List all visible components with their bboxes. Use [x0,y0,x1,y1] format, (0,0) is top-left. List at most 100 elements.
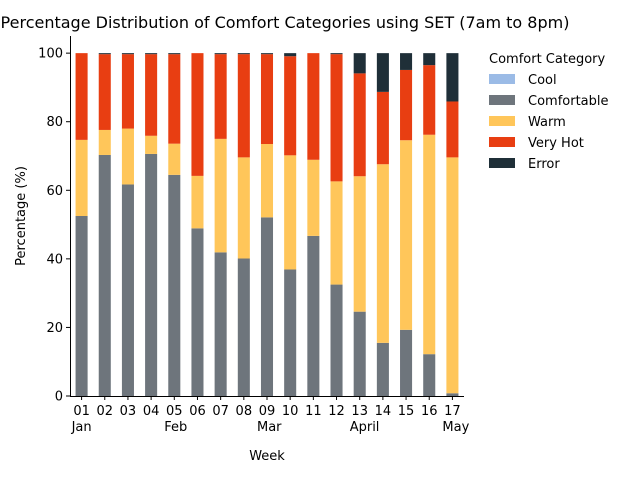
bar-segment-warm-week-12 [330,181,343,285]
bar-segment-warm-week-13 [353,176,366,312]
legend-swatch-comfortable [489,95,515,105]
bar-segment-very-hot-week-12 [330,54,343,182]
bar-segment-very-hot-week-08 [237,54,250,158]
legend-label-comfortable: Comfortable [528,94,609,109]
bar-segment-comfortable-week-17 [446,393,459,396]
bar-segment-error-week-12 [330,53,343,55]
bar-segment-warm-week-09 [260,144,274,218]
bar-segment-error-week-03 [121,53,134,55]
legend-swatch-very-hot [489,137,515,147]
bar-segment-error-week-17 [446,53,459,102]
bar-segment-error-week-10 [284,53,297,57]
legend-label-error: Error [528,157,560,172]
y-axis-ticks: 0 20 40 60 80 100 [38,47,70,405]
bar-segment-comfortable-week-02 [98,154,111,396]
bar-segment-very-hot-week-02 [98,54,111,130]
x-tick-label: 04 [143,404,160,419]
x-tick-label: 15 [398,404,415,419]
legend-label-warm: Warm [528,115,566,130]
bar-segment-comfortable-week-05 [168,174,181,396]
bar-segment-warm-week-07 [214,138,227,253]
bar-segment-warm-week-01 [75,139,88,216]
x-month-label: May [442,420,469,435]
legend-swatch-warm [489,116,515,126]
bar-segment-very-hot-week-16 [423,65,436,135]
bar-segment-error-week-16 [423,53,436,66]
x-tick-label: 06 [189,404,206,419]
bar-segment-error-week-13 [353,53,366,74]
bar-segment-warm-week-11 [307,159,320,236]
bar-segment-very-hot-week-05 [168,54,181,144]
bar-segment-very-hot-week-15 [400,69,413,141]
x-tick-label: 16 [421,404,438,419]
bar-segment-very-hot-week-13 [353,73,366,177]
bar-segment-very-hot-week-11 [307,53,320,160]
bar-segment-warm-week-06 [191,175,204,229]
bar-segment-warm-week-05 [168,143,181,175]
bar-segment-very-hot-week-07 [214,54,227,139]
bar-segment-error-week-09 [260,53,274,55]
bar-segment-comfortable-week-03 [121,184,134,396]
legend-swatch-cool [489,74,515,84]
x-tick-label: 11 [305,404,322,419]
bar-segment-warm-week-16 [423,134,436,355]
bar-segment-comfortable-week-01 [75,216,88,396]
bar-segment-very-hot-week-10 [284,56,297,156]
bar-segment-error-week-04 [145,53,158,55]
legend-label-cool: Cool [528,73,557,88]
bar-segment-very-hot-week-06 [191,53,204,176]
plot-area [75,53,459,396]
bar-segment-very-hot-week-03 [121,54,134,129]
bar-segment-warm-week-04 [145,135,158,154]
y-tick-label: 40 [46,252,63,267]
bar-segment-warm-week-15 [400,140,413,330]
bar-segment-comfortable-week-15 [400,329,413,396]
x-tick-label: 13 [351,404,368,419]
y-axis-label: Percentage (%) [14,166,29,266]
bar-segment-comfortable-week-08 [237,258,250,396]
bar-segment-very-hot-week-09 [260,54,274,144]
x-tick-label: 02 [96,404,113,419]
x-tick-label: 14 [375,404,392,419]
bar-segment-comfortable-week-10 [284,269,297,396]
bar-segment-warm-week-02 [98,129,111,155]
bar-segment-comfortable-week-07 [214,252,227,396]
bar-segment-very-hot-week-04 [145,54,158,136]
bar-segment-very-hot-week-17 [446,101,459,158]
y-tick-label: 100 [38,47,63,62]
bar-segment-comfortable-week-16 [423,354,436,396]
bar-segment-very-hot-week-01 [75,53,88,140]
bar-segment-error-week-05 [168,53,181,55]
x-month-label: April [350,420,380,435]
bar-segment-comfortable-week-14 [376,342,389,396]
legend-swatch-error [489,158,515,168]
x-tick-label: 17 [444,404,461,419]
bar-segment-comfortable-week-12 [330,284,343,396]
y-tick-label: 0 [55,390,63,405]
legend-title: Comfort Category [489,52,605,67]
y-tick-label: 60 [46,184,63,199]
bar-segment-comfortable-week-11 [307,235,320,396]
x-tick-label: 09 [259,404,276,419]
x-tick-label: 12 [328,404,345,419]
legend-label-very-hot: Very Hot [528,136,584,151]
bar-segment-warm-week-08 [237,157,250,259]
y-tick-label: 80 [46,115,63,130]
x-axis-ticks: 01 02 03 04 05 06 07 08 09 10 11 12 13 14 15 16 17 Jan Feb… [71,396,470,435]
bar-segment-very-hot-week-14 [376,91,389,165]
y-tick-label: 20 [46,321,63,336]
bar-segment-warm-week-17 [446,157,459,394]
x-tick-label: 01 [73,404,90,419]
x-month-label: Jan [71,420,92,435]
bar-segment-error-week-07 [214,53,227,55]
x-axis-label: Week [249,449,285,464]
bar-segment-comfortable-week-13 [353,311,366,396]
x-month-label: Feb [164,420,187,435]
bar-segment-warm-week-10 [284,155,297,270]
bar-segment-error-week-15 [400,53,413,70]
bar-segment-error-week-02 [98,53,111,55]
x-month-label: Mar [257,420,282,435]
bar-segment-comfortable-week-09 [260,217,274,396]
x-tick-label: 07 [212,404,229,419]
x-tick-label: 10 [282,404,299,419]
